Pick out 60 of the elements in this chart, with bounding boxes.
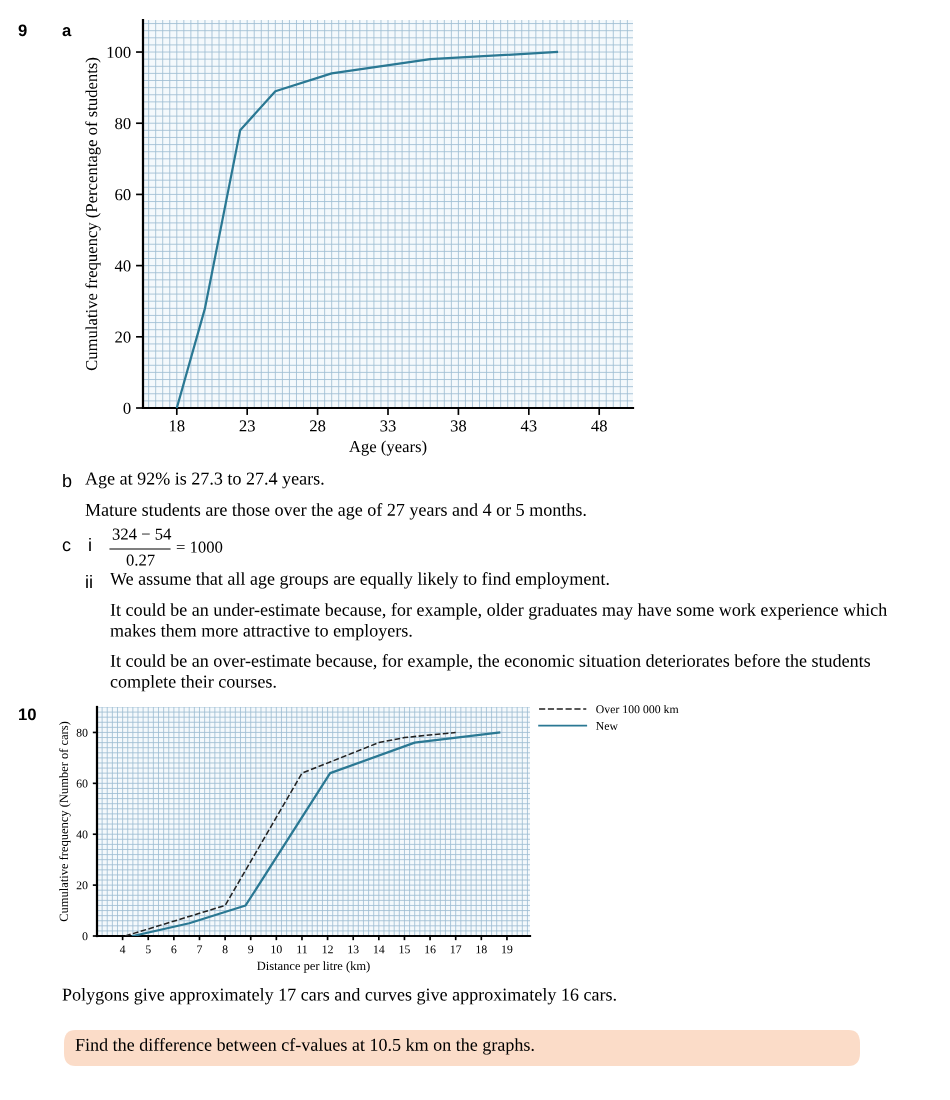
x-tick-label: 11	[297, 945, 307, 954]
y-axis-title: Cumulative frequency (Number of cars)	[59, 721, 71, 922]
x-tick-label: 23	[239, 420, 255, 432]
text: complete their courses.	[110, 675, 276, 692]
y-tick-label: 40	[76, 830, 88, 839]
text: c	[62, 541, 71, 552]
text: Find the difference between cf-values at 10.5 km on the graphs.	[75, 1038, 534, 1055]
text: = 1000	[176, 541, 223, 553]
legend-label: New	[596, 722, 618, 730]
x-tick-label: 9	[248, 945, 254, 954]
x-tick-label: 33	[380, 420, 396, 432]
y-tick-label: 20	[76, 881, 88, 890]
text: Mature students are those over the age of 27 years and 4 or 5 months.	[85, 503, 586, 520]
text: 324 − 54	[112, 528, 172, 540]
text: 0.27	[126, 554, 155, 566]
x-tick-label: 8	[222, 945, 228, 954]
line-series	[175, 50, 559, 408]
x-tick-label: 28	[310, 420, 326, 432]
y-tick-label: 20	[115, 331, 131, 343]
text: a	[62, 27, 72, 37]
x-tick-label: 19	[502, 945, 513, 954]
x-tick-label: 6	[171, 945, 177, 954]
x-tick-label: 13	[348, 945, 359, 954]
text: It could be an over-estimate because, for example, the economic situation deteriorates before the students	[110, 654, 871, 671]
x-axis-title: Age (years)	[349, 440, 427, 456]
y-tick-label: 80	[76, 728, 88, 737]
x-tick-label: 4	[119, 945, 126, 954]
x-tick-label: 14	[373, 945, 385, 954]
text: It could be an under-estimate because, for example, older graduates may have some work experience which	[110, 603, 887, 620]
x-tick-label: 10	[271, 945, 282, 954]
y-tick-label: 0	[123, 402, 131, 414]
text: 9	[18, 24, 27, 37]
text: Polygons give approximately 17 cars and curves give approximately 16 cars.	[62, 988, 616, 1005]
text: We assume that all age groups are equally likely to find employment.	[110, 572, 609, 589]
x-tick-label: 43	[520, 420, 537, 432]
x-tick-label: 17	[450, 945, 462, 954]
y-tick-label: 40	[114, 260, 131, 272]
y-axis-title: Cumulative frequency (Percentage of students)	[85, 57, 101, 371]
text: b	[63, 474, 72, 488]
x-tick-label: 12	[322, 945, 333, 954]
text: i	[89, 538, 91, 552]
text: makes them more attractive to employers.	[110, 624, 412, 641]
y-tick-label: 80	[115, 117, 131, 130]
text: Age at 92% is 27.3 to 27.4 years.	[85, 472, 324, 489]
y-tick-label: 60	[76, 779, 88, 788]
y-tick-label: 0	[82, 932, 88, 941]
text: ii	[86, 575, 92, 589]
x-tick-label: 38	[450, 420, 467, 432]
x-tick-label: 7	[197, 945, 203, 954]
x-tick-label: 18	[476, 945, 487, 954]
legend-label: Over 100 000 km	[596, 704, 679, 714]
y-tick-label: 60	[115, 189, 131, 201]
x-axis-title: Distance per litre (km)	[257, 961, 370, 973]
x-tick-label: 18	[169, 420, 185, 432]
text: 10	[19, 708, 36, 721]
x-tick-label: 15	[399, 945, 410, 954]
x-tick-label: 48	[591, 420, 607, 432]
x-tick-label: 16	[425, 945, 436, 954]
x-tick-label: 5	[145, 945, 151, 954]
y-tick-label: 100	[107, 46, 131, 58]
